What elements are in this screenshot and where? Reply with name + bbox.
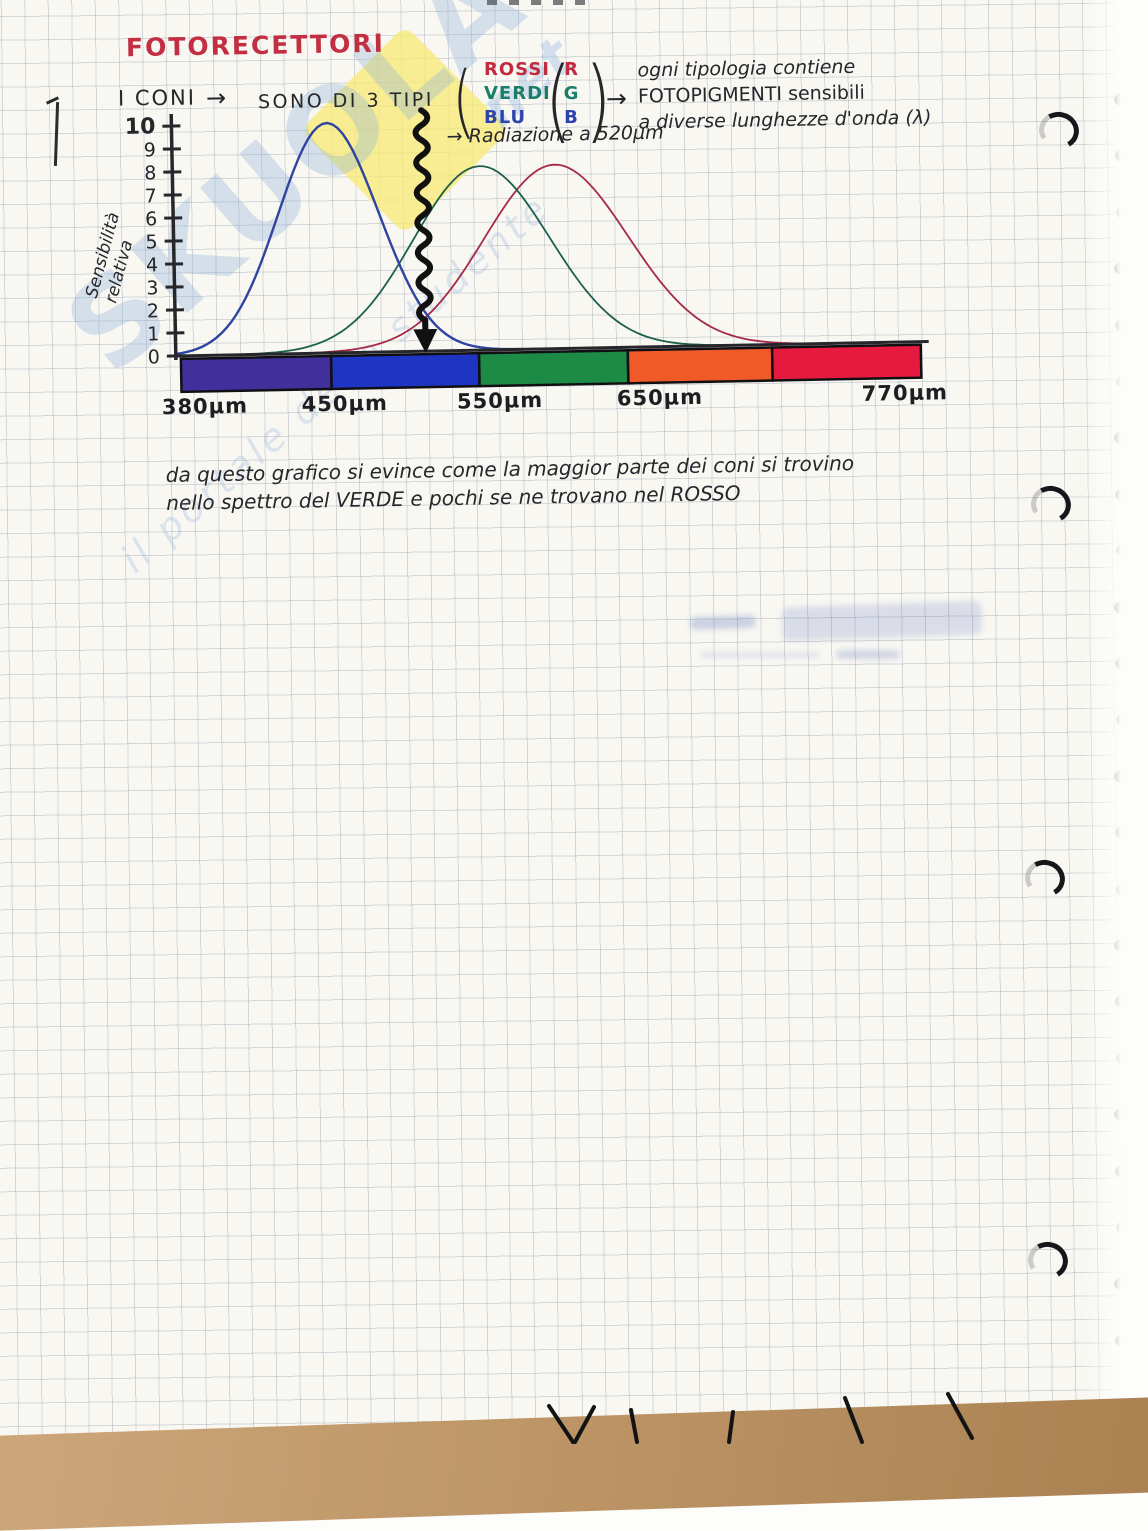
bar-wavelength-label: 550μm xyxy=(457,388,544,414)
y-tick-label: 10 xyxy=(125,114,156,140)
y-tick-label: 1 xyxy=(147,323,160,345)
ink-smudge xyxy=(781,601,982,642)
bar-wavelength-label: 770μm xyxy=(861,380,948,406)
cropped-writing-top xyxy=(487,0,587,5)
curve-coni-VERDI xyxy=(173,158,921,356)
spectrum-segment-verde xyxy=(479,350,628,386)
ink-smudge xyxy=(700,652,820,658)
page-title: FOTORECETTORI xyxy=(126,29,385,63)
spectrum-segment-violetto xyxy=(181,356,332,392)
y-tick-label: 7 xyxy=(144,185,157,207)
next-page-pen-marks xyxy=(500,1388,1020,1444)
radiation-annotation: → Radiazione a 520μm xyxy=(446,122,663,148)
y-tick-label: 4 xyxy=(146,254,159,276)
y-tick-label: 6 xyxy=(145,208,158,230)
y-tick-label: 0 xyxy=(148,346,161,368)
spectrum-segment-blu xyxy=(331,353,480,389)
y-tick-label: 8 xyxy=(144,162,157,184)
cone-type-rossi: ROSSI xyxy=(484,58,551,82)
y-tick-label: 2 xyxy=(147,300,160,322)
page-edge-fade xyxy=(1080,0,1148,1444)
y-tick-label: 3 xyxy=(146,277,159,299)
bar-wavelength-label: 450μm xyxy=(301,391,388,417)
bar-wavelength-label: 380μm xyxy=(162,394,249,420)
ink-smudge xyxy=(690,615,756,630)
spectrum-segment-arancio xyxy=(628,348,773,384)
letter-r: R xyxy=(560,58,582,82)
y-axis-line xyxy=(171,114,176,360)
ink-smudge xyxy=(836,650,900,659)
curve-coni-ROSSI xyxy=(173,158,921,356)
y-tick-label: 5 xyxy=(145,231,158,253)
spectrum-segment-rosso xyxy=(772,345,921,381)
bar-wavelength-label: 650μm xyxy=(617,385,704,411)
y-tick-label: 9 xyxy=(144,139,157,161)
